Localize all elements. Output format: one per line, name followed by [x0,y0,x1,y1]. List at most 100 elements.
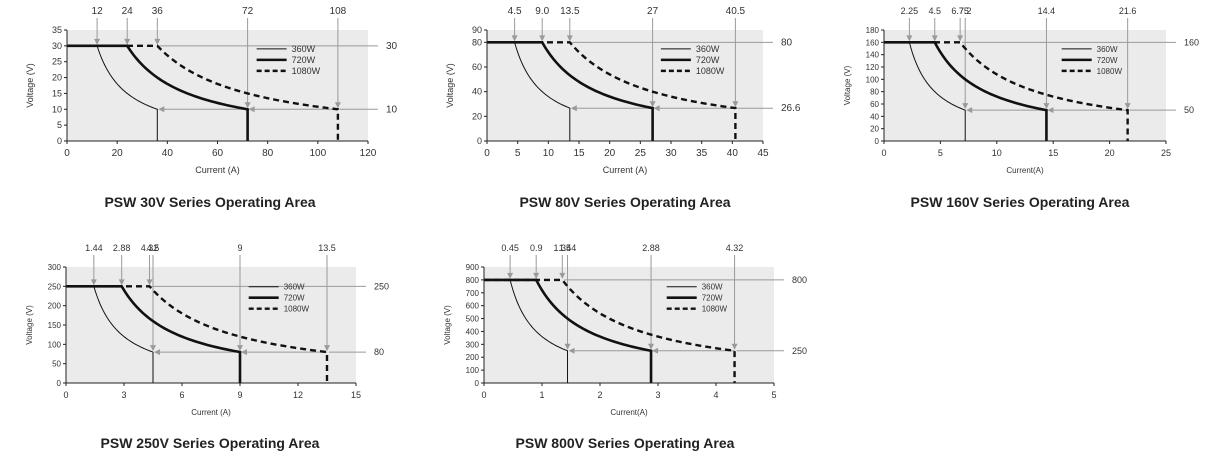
x-tick-label: 15 [351,390,361,400]
arrow-head [648,343,655,350]
x-tick-label: 20 [112,148,124,159]
y-tick-label: 60 [870,100,879,109]
y-tick-label: 15 [52,88,62,98]
x-tick-label: 10 [543,148,555,159]
legend-label: 720W [284,294,305,303]
x-tick-label: 15 [1048,148,1058,158]
arrow-head [154,38,161,45]
y-axis-label: Voltage (V) [843,65,852,105]
series-line-720W [487,41,654,141]
top-current-label: 7.2 [959,6,972,16]
arrow-head [962,103,969,110]
arrow-head [237,345,243,352]
y-tick-label: 40 [870,112,879,121]
y-tick-label: 250 [48,282,62,291]
y-tick-label: 100 [48,340,62,349]
right-voltage-label: 80 [374,347,384,357]
x-tick-label: 0 [881,148,886,158]
legend-label: 720W [696,55,720,65]
x-tick-label: 40 [162,148,174,159]
top-current-label: 27 [647,6,659,17]
arrow-head [248,106,255,113]
series-line-360W [67,45,158,141]
arrow-head [966,107,973,114]
y-tick-label: 700 [466,289,480,298]
y-tick-label: 90 [472,25,482,35]
right-voltage-label: 80 [781,37,793,48]
arrow-head [1047,107,1054,114]
x-tick-label: 30 [665,148,677,159]
chart-caption: PSW 80V Series Operating Area [519,194,731,210]
top-current-label: 72 [242,6,254,17]
y-axis-label: Voltage (V) [445,63,455,108]
x-tick-label: 2 [597,390,602,400]
top-current-label: 14.4 [1038,6,1056,16]
series-line-1080W [66,285,329,383]
x-tick-label: 3 [655,390,660,400]
legend-label: 1080W [1097,67,1123,76]
right-voltage-label: 250 [792,346,807,356]
x-tick-label: 10 [992,148,1002,158]
arrow-head [146,279,153,286]
y-tick-label: 25 [52,57,62,67]
legend-label: 360W [696,44,720,54]
legend-label: 720W [1097,56,1118,65]
right-voltage-label: 160 [1184,37,1199,47]
top-current-label: 1.44 [85,243,103,253]
y-tick-label: 0 [57,379,62,388]
arrow-head [539,35,546,42]
y-tick-label: 400 [466,327,480,336]
top-current-label: 1.35 [554,243,572,253]
legend-label: 1080W [284,305,310,314]
y-axis-label: Voltage (V) [25,305,34,345]
x-tick-label: 4 [713,390,718,400]
chart-caption: PSW 160V Series Operating Area [910,194,1130,210]
y-tick-label: 10 [52,104,62,114]
top-current-label: 4.5 [929,6,942,16]
top-current-label: 24 [122,6,134,17]
right-voltage-label: 10 [386,104,398,115]
y-tick-label: 50 [52,360,61,369]
legend-label: 1080W [702,305,728,314]
arrow-head [559,272,566,279]
legend-label: 1080W [292,66,321,76]
arrow-head [731,343,738,350]
arrow-head [568,347,575,354]
arrow-head [90,279,97,286]
x-tick-label: 40 [727,148,739,159]
x-tick-label: 12 [293,390,303,400]
series-line-1080W [884,41,1129,141]
top-current-label: 9.0 [535,6,549,17]
series-line-720W [884,41,1048,141]
y-tick-label: 100 [866,75,880,84]
x-tick-label: 6 [179,390,184,400]
arrow-head [957,35,964,42]
y-tick-label: 5 [57,120,62,130]
right-voltage-label: 250 [374,281,389,291]
plot-area [66,267,356,383]
y-tick-label: 0 [57,136,62,146]
chart-svg: 80 26.6 4.5 9.0 13.5 27 40.5 0 5 10 15 20 25 30 35 40 45… [445,6,801,175]
plot-area [487,30,763,141]
x-tick-label: 120 [360,148,377,159]
x-tick-label: 5 [771,390,776,400]
series-line-360W [66,285,154,383]
y-axis-label: Voltage (V) [443,305,452,345]
top-current-label: 40.5 [726,6,746,17]
y-tick-label: 0 [475,379,480,388]
right-voltage-label: 50 [1184,105,1194,115]
series-line-720W [66,285,242,383]
chart-psw-250v: 250 80 1.44 2.88 4.32 4.5 9 13.5 0 3 6 9 12 15 0 50 100 1… [10,237,410,462]
arrow-head [94,38,101,45]
x-tick-label: 1 [539,390,544,400]
arrow-head [334,102,341,109]
series-line-720W [484,278,653,383]
y-tick-label: 35 [52,25,62,35]
x-axis-label: Current (A) [603,165,648,175]
top-current-label: 36 [152,6,164,17]
arrow-head [570,105,577,112]
arrow-head [150,345,156,352]
chart-svg: 30 10 12 24 36 72 108 0 20 40 60 80 100 120 0 5 10 15 20 25… [25,6,398,175]
top-current-label: 108 [330,6,347,17]
arrow-head [1043,103,1050,110]
